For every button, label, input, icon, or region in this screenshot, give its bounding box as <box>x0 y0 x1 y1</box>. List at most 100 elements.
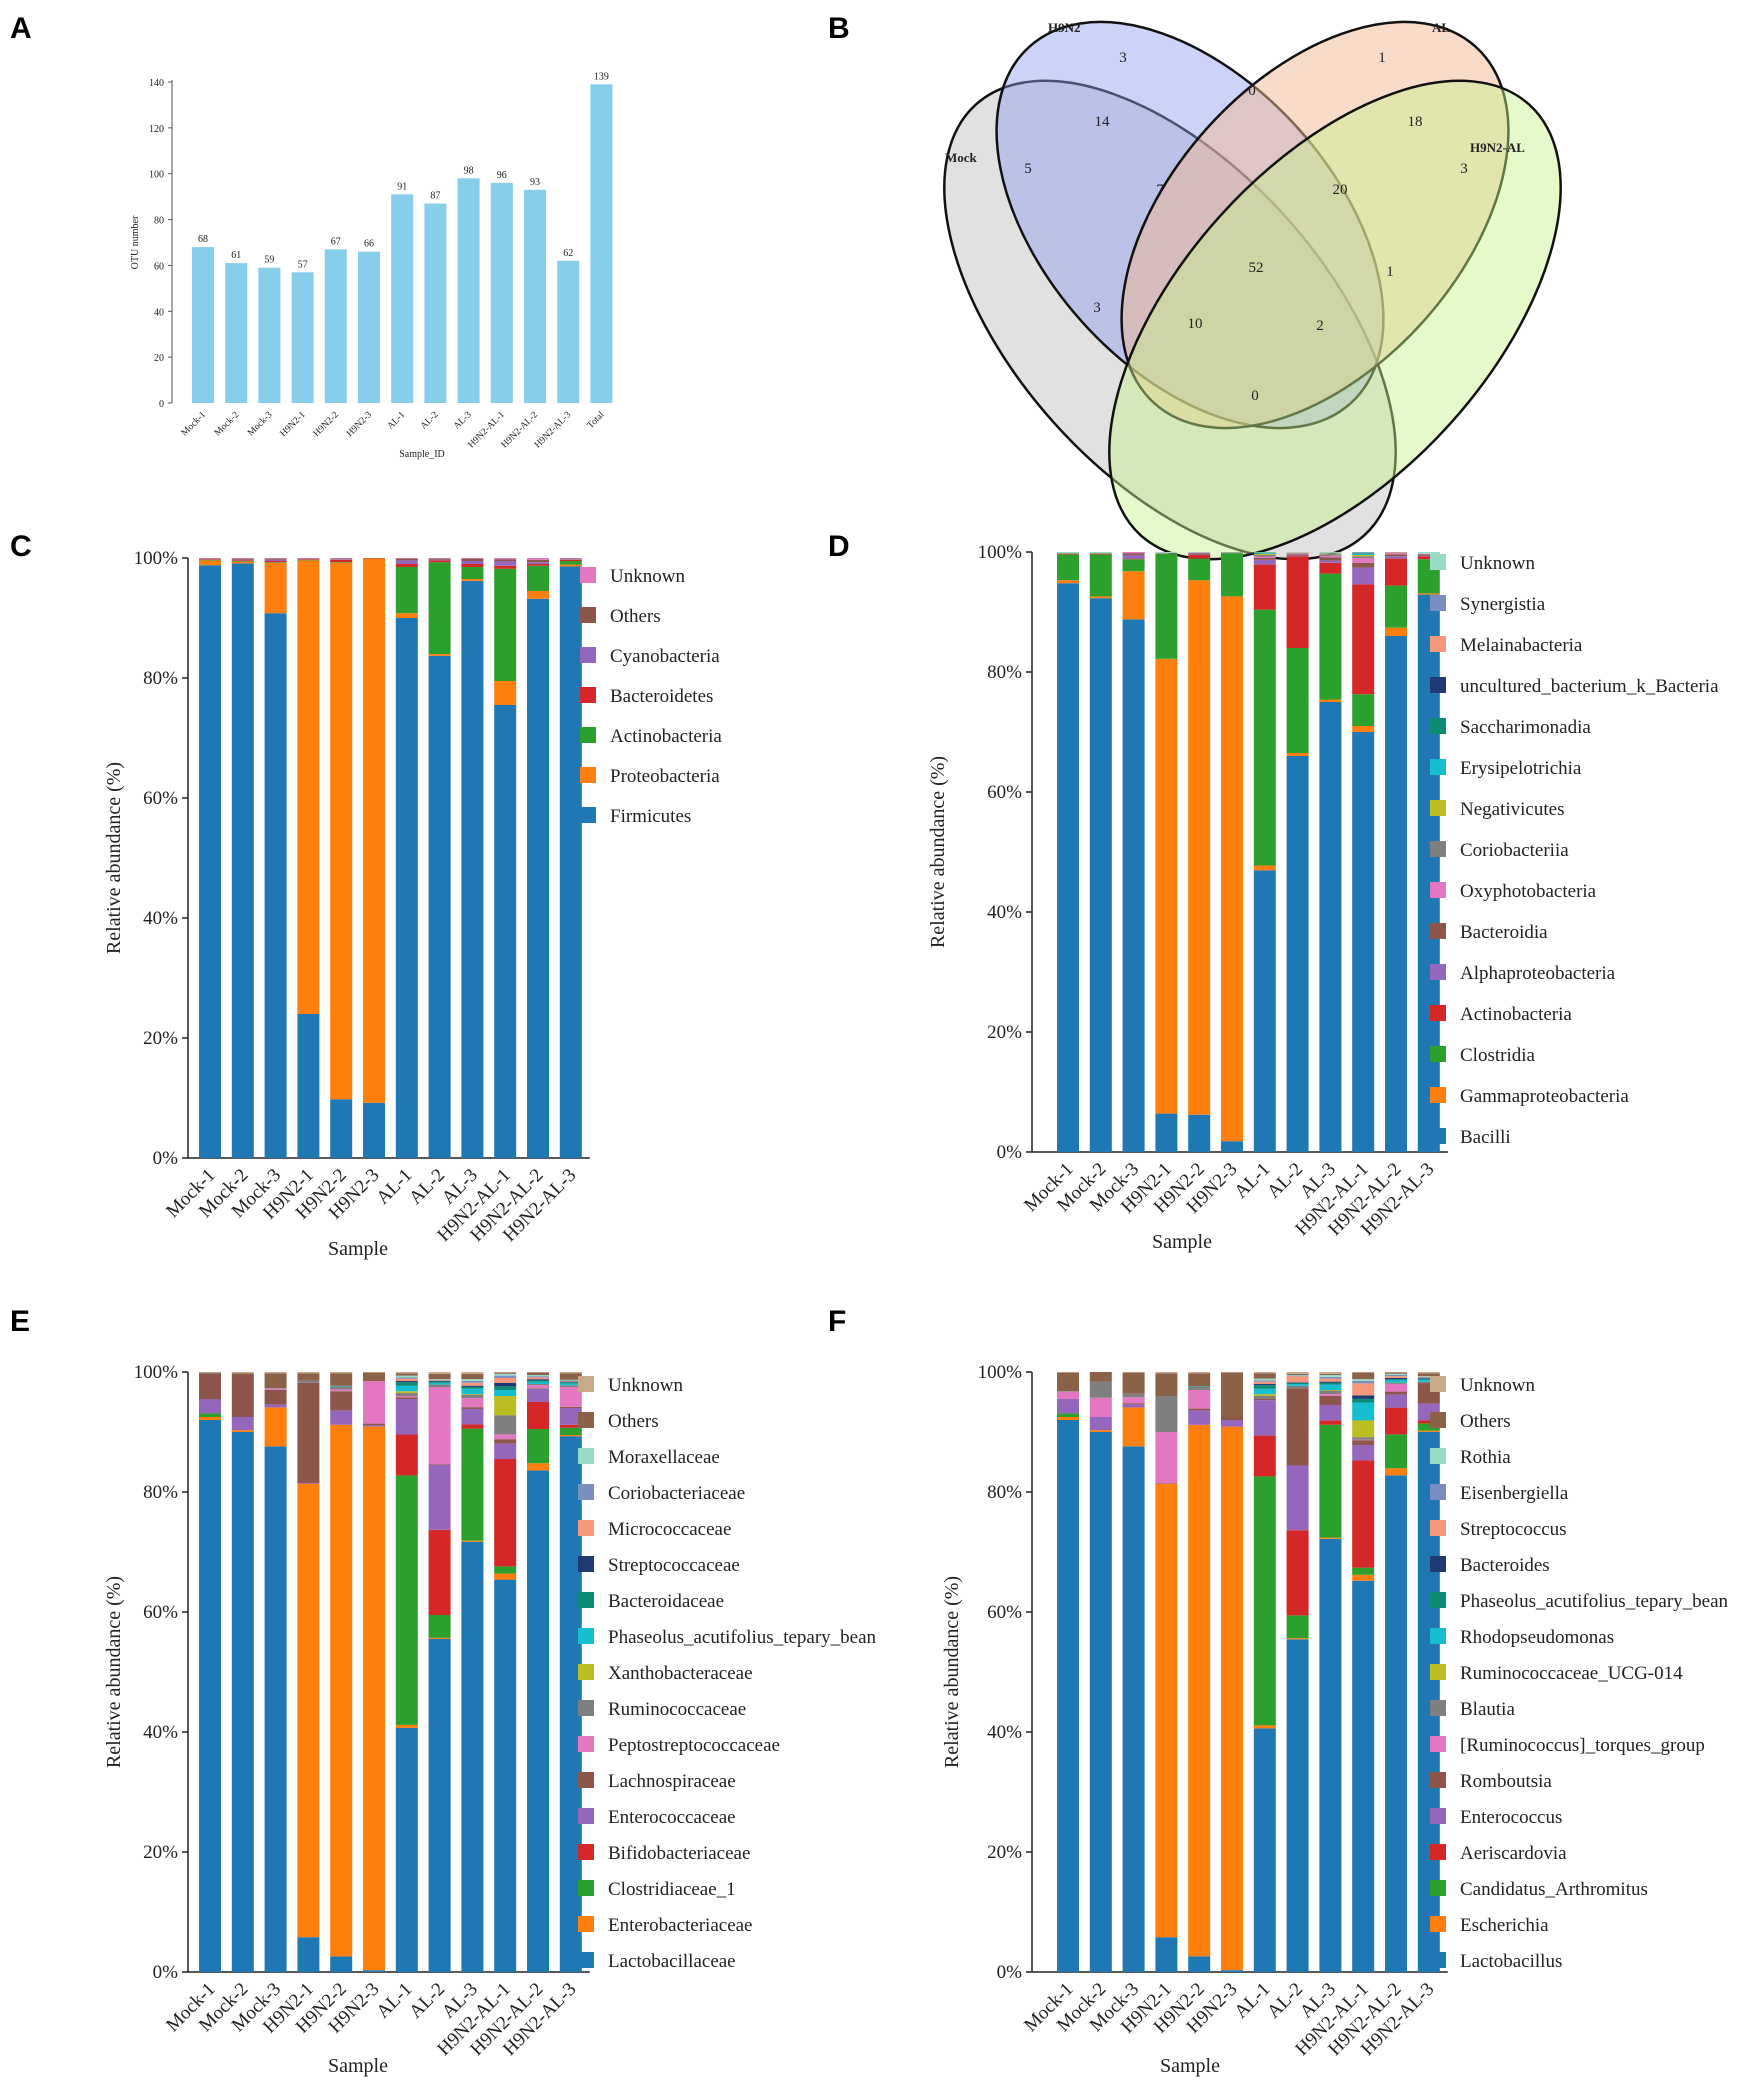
bar-segment-Enterobacteriaceae <box>330 1424 353 1957</box>
legend-entry: Enterobacteriaceae <box>608 1915 753 1936</box>
venn-set-label-h9n2-al: H9N2-AL <box>1470 140 1525 155</box>
bar-segment-Bacilli <box>1319 702 1342 1152</box>
bar-segment-Unknown <box>231 1372 254 1374</box>
x-tick-label: AL-1 <box>386 410 408 432</box>
legend-swatch <box>580 807 596 823</box>
bar-segment-Blautia <box>1122 1393 1145 1398</box>
bar-segment-[Ruminococcus]_torques_group <box>1057 1391 1079 1399</box>
bar-segment-Enterococcus <box>1253 1400 1276 1436</box>
legend-entry: Proteobacteria <box>610 766 720 787</box>
bar-segment-Coriobacteriia <box>1385 552 1407 554</box>
legend-swatch <box>1430 1412 1446 1428</box>
bar-segment-Others <box>428 558 451 560</box>
bar-segment-Gammaproteobacteria <box>1122 571 1145 620</box>
bar-segment-Unknown <box>330 558 353 559</box>
bar-segment-Cyanobacteria <box>559 559 582 560</box>
legend-entry: Unknown <box>610 566 685 587</box>
bar-segment-Enterococcaceae <box>494 1443 517 1459</box>
bar-segment-Phaseolus_acutifolius_tepary_bean <box>494 1390 517 1396</box>
bar-segment-Coriobacteriaceae <box>395 1377 418 1379</box>
bar-segment-Proteobacteria <box>395 613 418 618</box>
venn-diagram: H9N2 AL Mock H9N2-AL 3 0 1 14 18 5 3 7 2… <box>943 20 1562 561</box>
bar-segment-Bacteroidia <box>1286 554 1309 556</box>
bar-segment-Romboutsia <box>1385 1391 1407 1395</box>
bar-segment-Oxyphotobacteria <box>1286 553 1309 555</box>
bar-segment-Unknown <box>1155 1372 1178 1374</box>
bar-segment-Unknown <box>297 1372 320 1374</box>
bar-segment-Ruminococcaceae <box>559 1385 582 1387</box>
bar-segment-Unknown <box>1417 1372 1440 1374</box>
legend-entry: Rothia <box>1460 1447 1511 1468</box>
bar-segment-Lactobacillaceae <box>330 1956 353 1972</box>
legend-swatch <box>1430 636 1446 652</box>
legend-entry: uncultured_bacterium_k_Bacteria <box>1460 676 1719 697</box>
bar-segment-Others <box>395 1373 418 1376</box>
bar-segment-Bacilli <box>1221 1141 1243 1152</box>
bar-segment-Phaseolus_acutifolius_tepary_bean <box>428 1382 451 1385</box>
bar-segment-Others <box>1352 1372 1375 1380</box>
legend-swatch <box>1430 1736 1446 1752</box>
bar-segment-Phaseolus_acutifolius_tepary_bean <box>1286 1382 1309 1384</box>
legend-entry: Escherichia <box>1460 1915 1549 1936</box>
bar-segment-Phaseolus_acutifolius_tepary_bean <box>330 1385 353 1387</box>
bar-segment-Bacteroidia <box>1188 553 1211 555</box>
bar-segment-Negativicutes <box>1352 555 1375 557</box>
x-tick-label: H9N2-1 <box>279 410 308 439</box>
bar-segment-Ruminococcaceae <box>199 1372 221 1374</box>
x-tick-label: AL-2 <box>419 410 441 432</box>
bar-segment-Unknown <box>1319 552 1342 553</box>
bar-segment-Gammaproteobacteria <box>1385 627 1407 636</box>
bar-segment-Others <box>264 1373 287 1389</box>
venn-set-label-al: AL <box>1432 20 1450 35</box>
bar-segment-Escherichia <box>1352 1574 1375 1581</box>
bar-segment-Enterococcaceae <box>559 1408 582 1425</box>
bar-segment-Alphaproteobacteria <box>1122 555 1145 559</box>
bar-segment-Unknown <box>1122 1372 1145 1373</box>
bar-AL-2 <box>424 203 447 403</box>
bar-segment-Bacteroidaceae <box>494 1386 517 1390</box>
bar-segment-Bacteroidetes <box>559 559 582 561</box>
legend-swatch <box>1430 1484 1446 1500</box>
bar-segment-Streptococcaceae <box>559 1381 582 1383</box>
legend-entry: Candidatus_Arthromitus <box>1460 1879 1648 1900</box>
legend-entry: Actinobacteria <box>610 726 722 747</box>
bar-segment-Phaseolus_acutifolius_tepary_bean <box>559 1383 582 1386</box>
bar-segment-Lactobacillaceae <box>297 1937 320 1972</box>
bar-segment-Eisenbergiella <box>1352 1380 1375 1384</box>
bar-segment-Clostridiaceae_1 <box>494 1566 517 1574</box>
y-tick-label: 80% <box>143 1482 178 1503</box>
bar-segment-Melainabacteria <box>1286 552 1309 554</box>
bar-segment-Oxyphotobacteria <box>1352 558 1375 563</box>
bar-segment-Ruminococcaceae <box>297 1380 320 1383</box>
y-tick-label: 40% <box>143 908 178 929</box>
bar-segment-Lactobacillaceae <box>494 1579 517 1972</box>
bar-segment-Oxyphotobacteria <box>1188 552 1211 554</box>
bar-segment-Phaseolus_acutifolius_tepary_bean <box>461 1388 484 1395</box>
legend-entry: Unknown <box>1460 1375 1535 1396</box>
bar-Mock-1 <box>192 247 214 403</box>
bar-segment-Actinobacteria <box>1057 553 1079 555</box>
legend-swatch <box>580 687 596 703</box>
bar-segment-Lactobacillaceae <box>527 1470 549 1972</box>
bar-H9N2-AL-2 <box>524 189 546 403</box>
bar-segment-Lactobacillus <box>1188 1956 1211 1972</box>
y-tick-label: 100 <box>149 170 164 181</box>
bar-segment-Unknown <box>199 1372 221 1373</box>
legend-swatch <box>578 1700 594 1716</box>
bar-segment-Coriobacteriia <box>1286 553 1309 554</box>
data-label: 59 <box>264 255 274 266</box>
bar-segment-Clostridiaceae_1 <box>395 1475 418 1725</box>
bar-segment-Lachnospiraceae <box>199 1373 221 1399</box>
x-tick-label: AL-2 <box>1263 1159 1307 1203</box>
legend-entry: Streptococcaceae <box>608 1555 740 1576</box>
bar-segment-Romboutsia <box>1188 1408 1211 1411</box>
bar-segment-Firmicutes <box>395 618 418 1158</box>
bar-segment-Bacteroidetes <box>527 564 549 566</box>
bar-segment-Firmicutes <box>461 580 484 1158</box>
bar-segment-Aeriscardovia <box>1352 1460 1375 1568</box>
bar-segment-Ruminococcaceae_UCG-014 <box>1352 1420 1375 1438</box>
bar-H9N2-3 <box>358 251 380 403</box>
legend-swatch <box>1430 800 1446 816</box>
bar-segment-Unknown <box>264 558 287 559</box>
family-stacked-bar-chart: 0% 20% 40% 60% 80% 100% Relative abundance (%)… <box>103 1362 877 2077</box>
